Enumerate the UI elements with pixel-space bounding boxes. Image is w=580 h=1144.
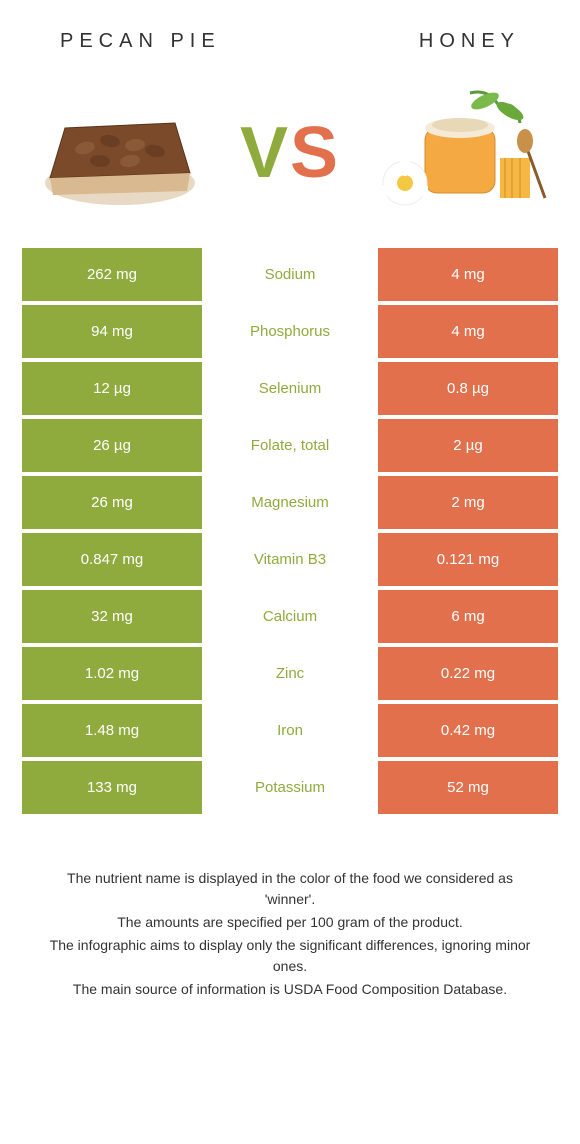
nutrient-label: Selenium <box>202 362 378 415</box>
right-value-cell: 2 mg <box>378 476 558 529</box>
right-value-cell: 52 mg <box>378 761 558 814</box>
vs-v: V <box>240 113 290 193</box>
right-value-cell: 0.121 mg <box>378 533 558 586</box>
table-row: 0.847 mgVitamin B30.121 mg <box>22 533 558 586</box>
table-row: 1.48 mgIron0.42 mg <box>22 704 558 757</box>
left-value-cell: 12 µg <box>22 362 202 415</box>
right-value-cell: 0.22 mg <box>378 647 558 700</box>
table-row: 32 mgCalcium6 mg <box>22 590 558 643</box>
nutrient-label: Calcium <box>202 590 378 643</box>
nutrient-label: Sodium <box>202 248 378 301</box>
left-value-cell: 26 mg <box>22 476 202 529</box>
table-row: 133 mgPotassium52 mg <box>22 761 558 814</box>
right-food-title: Honey <box>419 30 520 53</box>
left-value-cell: 32 mg <box>22 590 202 643</box>
comparison-table: 262 mgSodium4 mg94 mgPhosphorus4 mg12 µg… <box>0 248 580 814</box>
table-row: 26 mgMagnesium2 mg <box>22 476 558 529</box>
right-value-cell: 4 mg <box>378 305 558 358</box>
footer-notes: The nutrient name is displayed in the co… <box>0 818 580 1000</box>
footer-line: The main source of information is USDA F… <box>40 979 540 1000</box>
table-row: 94 mgPhosphorus4 mg <box>22 305 558 358</box>
nutrient-label: Phosphorus <box>202 305 378 358</box>
hero-row: VS <box>0 73 580 248</box>
vs-label: VS <box>240 112 340 194</box>
honey-image <box>370 83 550 223</box>
left-value-cell: 26 µg <box>22 419 202 472</box>
nutrient-label: Magnesium <box>202 476 378 529</box>
right-value-cell: 0.8 µg <box>378 362 558 415</box>
right-value-cell: 4 mg <box>378 248 558 301</box>
table-row: 1.02 mgZinc0.22 mg <box>22 647 558 700</box>
table-row: 26 µgFolate, total2 µg <box>22 419 558 472</box>
pecan-pie-image <box>30 83 210 223</box>
footer-line: The nutrient name is displayed in the co… <box>40 868 540 910</box>
header: Pecan pie Honey <box>0 0 580 73</box>
nutrient-label: Potassium <box>202 761 378 814</box>
footer-line: The amounts are specified per 100 gram o… <box>40 912 540 933</box>
left-food-title: Pecan pie <box>60 30 221 53</box>
nutrient-label: Vitamin B3 <box>202 533 378 586</box>
left-value-cell: 1.48 mg <box>22 704 202 757</box>
left-value-cell: 0.847 mg <box>22 533 202 586</box>
nutrient-label: Folate, total <box>202 419 378 472</box>
nutrient-label: Iron <box>202 704 378 757</box>
left-value-cell: 262 mg <box>22 248 202 301</box>
nutrient-label: Zinc <box>202 647 378 700</box>
right-value-cell: 2 µg <box>378 419 558 472</box>
vs-s: S <box>290 113 340 193</box>
right-value-cell: 0.42 mg <box>378 704 558 757</box>
left-value-cell: 133 mg <box>22 761 202 814</box>
right-value-cell: 6 mg <box>378 590 558 643</box>
table-row: 262 mgSodium4 mg <box>22 248 558 301</box>
left-value-cell: 94 mg <box>22 305 202 358</box>
table-row: 12 µgSelenium0.8 µg <box>22 362 558 415</box>
footer-line: The infographic aims to display only the… <box>40 935 540 977</box>
left-value-cell: 1.02 mg <box>22 647 202 700</box>
